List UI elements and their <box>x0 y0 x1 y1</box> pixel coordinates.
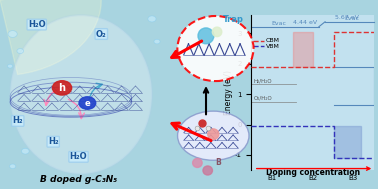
Bar <box>334 126 361 158</box>
Bar <box>293 32 313 67</box>
Ellipse shape <box>178 111 249 160</box>
Text: VBM: VBM <box>266 44 280 49</box>
Text: B: B <box>215 158 221 167</box>
Circle shape <box>208 129 219 139</box>
Circle shape <box>148 16 156 22</box>
Text: H₂: H₂ <box>48 137 59 146</box>
Text: Evac: Evac <box>271 21 286 26</box>
Text: Evac: Evac <box>345 16 359 21</box>
Text: O₂: O₂ <box>96 29 107 39</box>
Circle shape <box>79 97 96 109</box>
Circle shape <box>212 27 222 37</box>
Text: H₂O: H₂O <box>70 152 87 161</box>
Text: 4.44 eV: 4.44 eV <box>293 20 318 25</box>
Circle shape <box>22 148 29 154</box>
Text: H₂/H₂O: H₂/H₂O <box>254 78 273 83</box>
Y-axis label: Energy (eV): Energy (eV) <box>224 70 233 115</box>
Text: O₂/H₂O: O₂/H₂O <box>254 96 273 101</box>
Circle shape <box>53 81 72 95</box>
Circle shape <box>17 49 23 53</box>
Wedge shape <box>0 0 101 74</box>
Text: H₂: H₂ <box>12 116 23 125</box>
Text: B doped g-C₃N₅: B doped g-C₃N₅ <box>40 175 117 184</box>
Circle shape <box>198 28 214 44</box>
Ellipse shape <box>177 16 254 81</box>
Text: CBM: CBM <box>266 38 280 43</box>
Circle shape <box>8 31 17 37</box>
Circle shape <box>154 39 160 44</box>
Text: h: h <box>59 83 65 93</box>
Text: H₂O: H₂O <box>28 20 45 29</box>
Text: Doping concentration: Doping concentration <box>266 168 360 177</box>
Circle shape <box>203 166 212 175</box>
Circle shape <box>8 64 13 68</box>
Circle shape <box>193 158 202 167</box>
Text: e: e <box>85 98 90 108</box>
Text: 5.67 eV: 5.67 eV <box>335 15 359 20</box>
Ellipse shape <box>10 15 152 174</box>
Text: Trap: Trap <box>223 15 243 24</box>
Circle shape <box>9 164 16 169</box>
